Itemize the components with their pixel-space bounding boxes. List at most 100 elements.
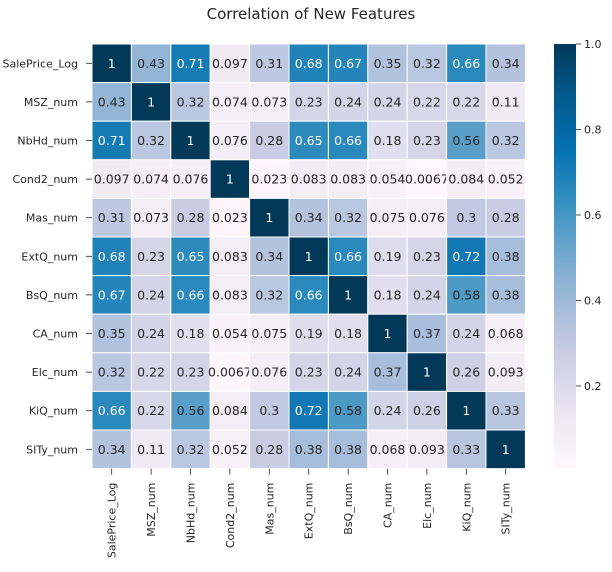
- heatmap-cell: [406, 390, 448, 431]
- cell-value-label: 0.32: [137, 133, 165, 148]
- heatmap-cell: [406, 236, 448, 277]
- cell-value-label: 0.23: [177, 365, 205, 380]
- cell-value-label: 0.24: [374, 403, 402, 418]
- cell-value-label: 0.26: [413, 403, 441, 418]
- cell-value-label: 0.18: [374, 133, 402, 148]
- cell-value-label: 0.24: [374, 94, 402, 109]
- cell-value-label: 0.34: [492, 56, 520, 71]
- cell-value-label: 0.075: [370, 210, 406, 225]
- row-tick-label: SalePrice_Log: [2, 57, 78, 70]
- heatmap-cell: [170, 82, 211, 122]
- colorbar-tick-label: 0.2: [584, 380, 602, 393]
- heatmap-cell: [367, 43, 408, 84]
- heatmap-cell: [485, 82, 526, 122]
- heatmap-cell: [446, 275, 487, 315]
- cell-value-label: 0.56: [177, 403, 205, 418]
- cell-value-label: 0.32: [177, 442, 205, 457]
- cell-value-label: 0.66: [334, 249, 362, 264]
- heatmap-cell: [446, 82, 487, 122]
- cell-value-label: 0.22: [452, 94, 480, 109]
- column-tick-label: NbHd_num: [185, 483, 198, 544]
- heatmap-cell: [91, 236, 132, 277]
- heatmap-cell: [367, 390, 408, 431]
- heatmap-cell: [249, 313, 290, 354]
- cell-value-label: 0.24: [137, 287, 165, 302]
- heatmap-cell: [170, 352, 211, 392]
- colorbar-tick-label: 0.6: [584, 209, 602, 222]
- cell-value-label: 0.67: [98, 287, 126, 302]
- heatmap-cell: [288, 197, 329, 238]
- cell-value-label: 0.31: [98, 210, 126, 225]
- heatmap-cell: [446, 429, 487, 470]
- heatmap-cell: [327, 313, 369, 354]
- cell-value-label: 0.24: [137, 326, 165, 341]
- cell-value-label: 0.43: [98, 94, 126, 109]
- heatmap-cell: [209, 236, 251, 277]
- heatmap-cell: [130, 429, 172, 470]
- cell-value-label: 0.11: [137, 442, 165, 457]
- colorbar-tick-label: 0.4: [584, 294, 602, 307]
- heatmap-cell: [130, 197, 172, 238]
- cell-value-label: 0.66: [452, 56, 480, 71]
- cell-value-label: 0.38: [492, 249, 520, 264]
- heatmap-cell: [130, 313, 172, 354]
- cell-value-label: 0.073: [133, 210, 169, 225]
- heatmap-cell: [485, 275, 526, 315]
- cell-value-label: 0.34: [98, 442, 126, 457]
- cell-value-label: 0.68: [98, 249, 126, 264]
- heatmap-cell: [327, 275, 369, 315]
- cell-value-label: 0.23: [295, 94, 323, 109]
- heatmap-cell: [406, 429, 448, 470]
- cell-value-label: 0.3: [456, 210, 476, 225]
- cell-value-label: 0.28: [255, 133, 283, 148]
- heatmap-cell: [249, 120, 290, 161]
- row-tick-label: NbHd_num: [17, 135, 78, 148]
- heatmap-cell: [446, 352, 487, 392]
- cell-value-label: 0.052: [212, 442, 248, 457]
- column-tick-label: CA_num: [382, 483, 395, 528]
- row-tick-label: ExtQ_num: [21, 250, 78, 263]
- cell-value-label: 0.72: [295, 403, 323, 418]
- heatmap-cell: [327, 82, 369, 122]
- cell-value-label: 0.67: [334, 56, 362, 71]
- cell-value-label: 0.052: [488, 172, 524, 187]
- cell-value-label: 0.19: [295, 326, 323, 341]
- cell-value-label: 0.24: [334, 365, 362, 380]
- cell-value-label: 0.3: [259, 403, 279, 418]
- heatmap-cell: [327, 352, 369, 392]
- cell-value-label: 0.65: [177, 249, 205, 264]
- cell-value-label: 0.56: [452, 133, 480, 148]
- heatmap-cell: [130, 275, 172, 315]
- cell-value-label: 0.34: [295, 210, 323, 225]
- cell-value-label: 0.083: [330, 172, 366, 187]
- heatmap-cell: [327, 120, 369, 161]
- cell-value-label: 0.38: [334, 442, 362, 457]
- heatmap-cell: [367, 352, 408, 392]
- column-tick-label: Elc_num: [421, 483, 434, 529]
- cell-value-label: 0.65: [295, 133, 323, 148]
- heatmap-cell: [406, 275, 448, 315]
- heatmap-cell: [485, 120, 526, 161]
- heatmap-cell: [170, 390, 211, 431]
- heatmap-cell: [406, 197, 448, 238]
- cell-value-label: 0.68: [295, 56, 323, 71]
- heatmap-cell: [91, 82, 132, 122]
- heatmap-cell: [446, 313, 487, 354]
- heatmap-cell: [485, 159, 526, 199]
- cell-value-label: 0.19: [374, 249, 402, 264]
- cell-value-label: 0.097: [212, 56, 248, 71]
- row-tick-label: KiQ_num: [29, 405, 78, 418]
- heatmap-cell: [91, 197, 132, 238]
- cell-value-label: 0.35: [98, 326, 126, 341]
- heatmap-cell: [170, 275, 211, 315]
- heatmap-cell: [170, 197, 211, 238]
- heatmap-cells: 1 0.43 0.71 0.097 0.31 0.68 0.67 0.35 0.32 0.66 0.…: [91, 43, 526, 470]
- row-tick-label: BsQ_num: [26, 289, 78, 302]
- cell-value-label: 0.23: [413, 133, 441, 148]
- heatmap-cell: [249, 82, 290, 122]
- cell-value-label: 0.28: [177, 210, 205, 225]
- column-tick-label: MSZ_num: [145, 483, 158, 537]
- cell-value-label: 0.083: [212, 287, 248, 302]
- row-labels: SalePrice_Log MSZ_num NbHd_num Cond2_num Mas…: [2, 57, 92, 456]
- heatmap-cell: [170, 159, 211, 199]
